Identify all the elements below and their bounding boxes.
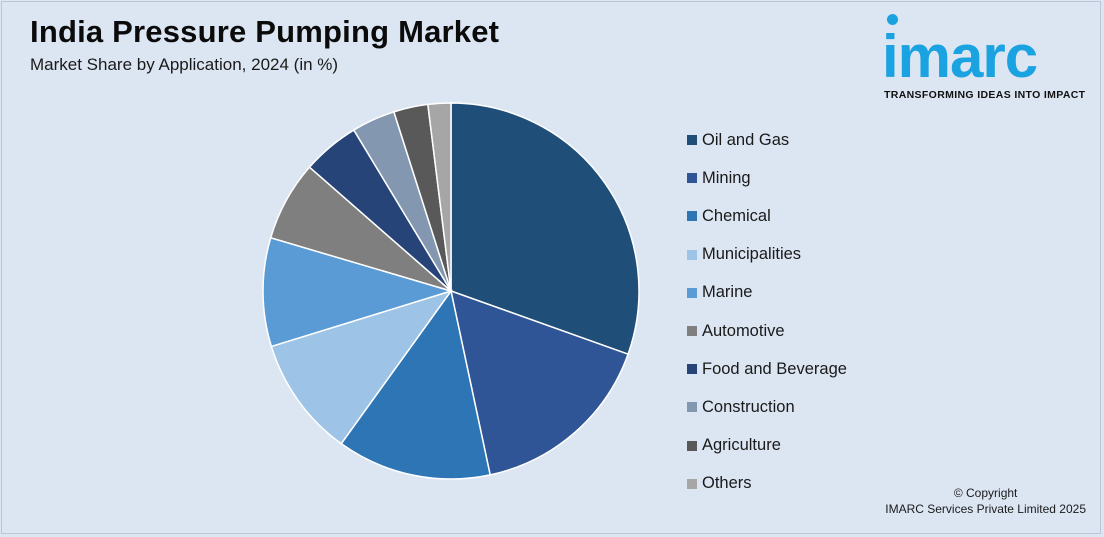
legend-swatch (687, 440, 697, 451)
legend-swatch (687, 135, 697, 146)
legend-item: Automotive (687, 312, 847, 350)
copyright-line-1: © Copyright (953, 486, 1018, 500)
pie-slice-mining (449, 289, 630, 476)
legend-label: Food and Beverage (702, 359, 847, 378)
pie-slice-chemical (340, 289, 492, 480)
legend-label: Marine (702, 283, 753, 302)
chart-legend: Oil and Gas Mining Chemical Municipalities M… (687, 121, 847, 503)
logo-tagline: TRANSFORMING IDEAS INTO IMPACT (884, 89, 1086, 101)
legend-label: Mining (702, 168, 751, 187)
legend-label: Construction (702, 397, 795, 416)
pie-slice-marine (262, 236, 454, 348)
legend-swatch (687, 173, 697, 184)
legend-item: Others (687, 465, 847, 503)
legend-swatch (687, 402, 697, 413)
chart-title: India Pressure Pumping Market (30, 14, 500, 49)
legend-label: Automotive (702, 321, 785, 340)
copyright-line-2: IMARC Services Private Limited 2025 (885, 502, 1086, 516)
legend-swatch (687, 249, 697, 260)
legend-label: Others (702, 474, 752, 493)
legend-item: Food and Beverage (687, 350, 847, 388)
legend-item: Mining (687, 159, 847, 197)
logo-wordmark: imarc (882, 23, 1038, 90)
pie-slice-others (427, 102, 452, 292)
legend-item: Construction (687, 388, 847, 426)
copyright-notice: © Copyright IMARC Services Private Limit… (885, 485, 1086, 517)
chart-subtitle: Market Share by Application, 2024 (in %) (30, 55, 339, 74)
legend-swatch (687, 211, 697, 222)
legend-swatch (687, 364, 697, 375)
legend-label: Chemical (702, 206, 771, 225)
legend-label: Municipalities (702, 245, 802, 264)
legend-item: Marine (687, 274, 847, 312)
legend-swatch (687, 478, 697, 489)
legend-item: Oil and Gas (687, 121, 847, 159)
legend-item: Agriculture (687, 427, 847, 465)
legend-item: Municipalities (687, 236, 847, 274)
legend-item: Chemical (687, 197, 847, 235)
pie-slice-municipalities (270, 289, 453, 445)
imarc-logo: imarc TRANSFORMING IDEAS INTO IMPACT (880, 12, 1095, 104)
legend-swatch (687, 287, 697, 298)
legend-swatch (687, 326, 697, 337)
pie-slice-oil-and-gas (450, 102, 640, 356)
legend-label: Agriculture (702, 436, 781, 455)
legend-label: Oil and Gas (702, 130, 790, 149)
logo-dot-icon (887, 14, 898, 25)
